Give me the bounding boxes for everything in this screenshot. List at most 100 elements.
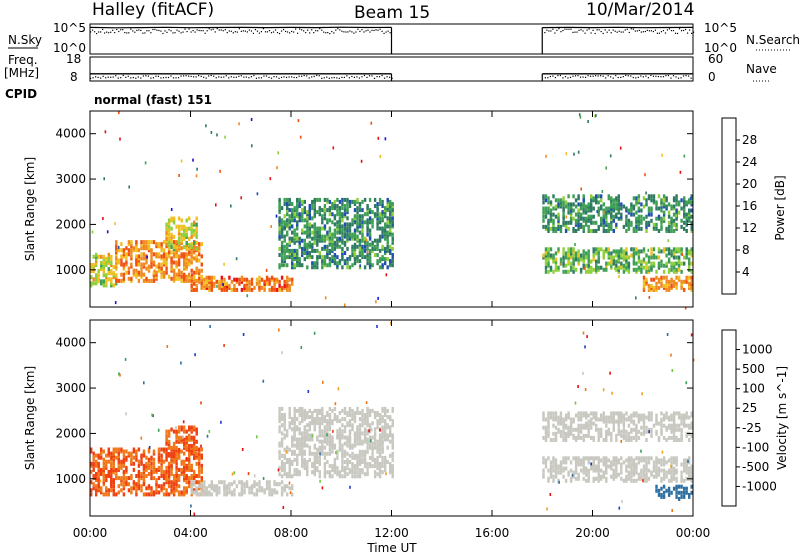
echo-cell <box>168 225 170 229</box>
echo-cell <box>321 214 323 218</box>
echo-cell <box>233 284 235 288</box>
echo-cell <box>545 247 547 251</box>
echo-cell <box>625 475 627 479</box>
echo-cell <box>170 464 172 468</box>
echo-cell <box>193 229 195 233</box>
echo-cell <box>140 472 142 476</box>
nsearch-point <box>140 30 141 31</box>
echo-cell <box>173 442 175 446</box>
echo-cell <box>550 247 552 251</box>
echo-cell <box>284 280 286 284</box>
echo-cell <box>580 268 582 272</box>
echo-cell <box>374 464 376 468</box>
echo-cell <box>381 456 383 460</box>
echo-cell <box>289 411 291 415</box>
echo-cell <box>590 436 592 440</box>
echo-noise-cell <box>215 203 217 206</box>
echo-cell <box>301 218 303 222</box>
echo-cell <box>665 280 667 284</box>
echo-cell <box>588 249 590 253</box>
nsearch-point <box>619 31 620 32</box>
echo-cell <box>675 256 677 260</box>
echo-cell <box>155 478 157 482</box>
nave-point <box>580 77 581 78</box>
echo-cell <box>319 474 321 478</box>
echo-cell <box>311 224 313 228</box>
echo-cell <box>670 268 672 272</box>
echo-cell <box>595 411 597 415</box>
echo-cell <box>567 194 569 198</box>
echo-cell <box>392 464 394 468</box>
echo-cell <box>324 245 326 249</box>
velocity-echo-map <box>90 322 694 516</box>
nsearch-point <box>257 31 258 32</box>
nsearch-point <box>623 31 624 32</box>
echo-cell <box>266 480 268 484</box>
echo-cell <box>284 249 286 253</box>
echo-cell <box>278 415 280 419</box>
echo-cell <box>379 452 381 456</box>
echo-cell <box>258 480 260 484</box>
echo-cell <box>314 208 316 212</box>
echo-cell <box>562 251 564 255</box>
echo-cell <box>610 416 612 420</box>
echo-cell <box>356 206 358 210</box>
echo-cell <box>381 415 383 419</box>
nave-point <box>294 77 295 78</box>
echo-cell <box>294 438 296 442</box>
echo-cell <box>585 256 587 260</box>
echo-noise-cell <box>649 296 651 299</box>
echo-cell <box>640 219 642 223</box>
nsearch-point <box>259 33 260 34</box>
echo-cell <box>346 261 348 265</box>
echo-noise-cell <box>102 217 104 220</box>
echo-cell <box>123 492 125 496</box>
echo-cell <box>226 490 228 494</box>
echo-cell <box>251 490 253 494</box>
echo-cell <box>613 249 615 253</box>
echo-cell <box>570 217 572 221</box>
nave-point <box>268 77 269 78</box>
echo-cell <box>645 262 647 266</box>
echo-cell <box>359 472 361 476</box>
echo-cell <box>595 428 597 432</box>
echo-cell <box>321 235 323 239</box>
echo-cell <box>153 240 155 244</box>
echo-cell <box>158 263 160 267</box>
echo-cell <box>296 233 298 237</box>
echo-cell <box>314 222 316 226</box>
echo-cell <box>369 249 371 253</box>
echo-cell <box>590 260 592 264</box>
echo-cell <box>286 212 288 216</box>
nave-point <box>663 76 664 77</box>
echo-noise-cell <box>379 429 381 432</box>
echo-cell <box>645 254 647 258</box>
echo-cell <box>128 252 130 256</box>
echo-cell <box>379 474 381 478</box>
echo-noise-cell <box>266 269 268 272</box>
echo-cell <box>675 194 677 198</box>
nave-point <box>138 76 139 77</box>
echo-cell <box>603 456 605 460</box>
echo-cell <box>547 200 549 204</box>
echo-cell <box>231 288 233 292</box>
echo-cell <box>211 288 213 292</box>
echo-noise-cell <box>171 208 173 211</box>
echo-cell <box>246 278 248 282</box>
echo-cell <box>284 425 286 429</box>
echo-cell <box>686 424 688 428</box>
nave-point <box>625 75 626 76</box>
echo-cell <box>384 222 386 226</box>
echo-cell <box>329 233 331 237</box>
nave-point <box>334 77 335 78</box>
echo-cell <box>284 202 286 206</box>
echo-cell <box>319 460 321 464</box>
echo-cell <box>296 198 298 202</box>
nsearch-point <box>142 33 143 34</box>
echo-cell <box>643 414 645 418</box>
echo-cell <box>392 216 394 220</box>
echo-cell <box>100 448 102 452</box>
echo-cell <box>630 213 632 217</box>
echo-cell <box>392 212 394 216</box>
echo-cell <box>660 487 662 491</box>
